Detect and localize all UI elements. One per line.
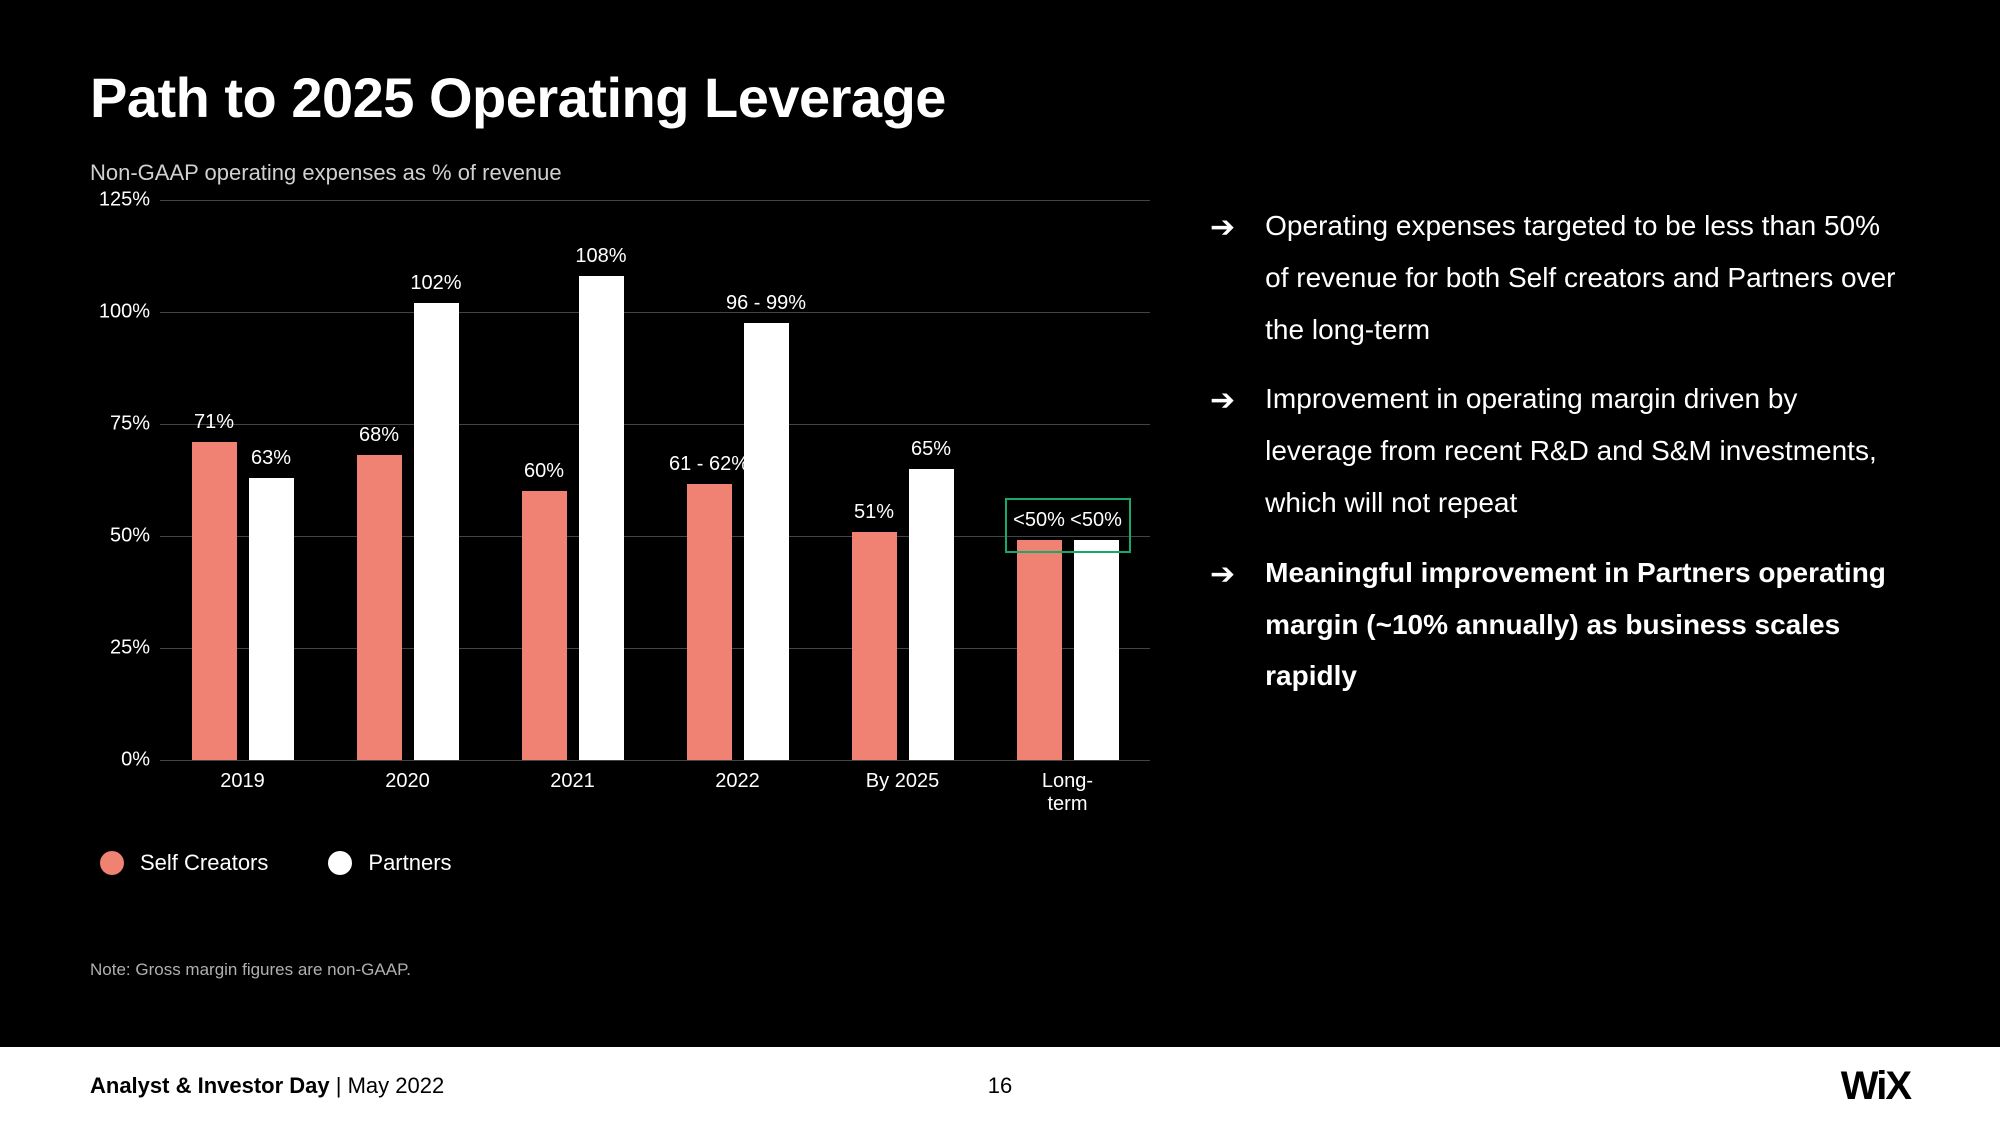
- bar: [1017, 540, 1062, 760]
- chart-subtitle: Non-GAAP operating expenses as % of reve…: [90, 160, 562, 186]
- wix-logo: WiX: [1841, 1064, 1910, 1108]
- legend-label: Partners: [368, 850, 451, 876]
- y-axis-label: 0%: [90, 749, 150, 772]
- y-axis-label: 100%: [90, 301, 150, 324]
- bar: [414, 303, 459, 760]
- bar: [249, 478, 294, 760]
- bar-value-label: <50%: [1013, 509, 1065, 532]
- footer-logo: WiX: [1841, 1064, 1910, 1109]
- bar-value-label: 102%: [410, 272, 461, 295]
- arrow-icon: ➔: [1210, 547, 1235, 702]
- y-axis-label: 125%: [90, 189, 150, 212]
- x-axis-label: 2019: [220, 770, 265, 793]
- page-title: Path to 2025 Operating Leverage: [90, 65, 946, 130]
- legend: Self Creators Partners: [100, 850, 452, 876]
- legend-dot: [328, 851, 352, 875]
- footer-left: Analyst & Investor Day | May 2022: [90, 1073, 444, 1099]
- bar: [579, 276, 624, 760]
- bullet-item: ➔Operating expenses targeted to be less …: [1210, 200, 1910, 355]
- chart-plot: 0%25%50%75%100%125%201971%63%202068%102%…: [160, 200, 1150, 760]
- bar-value-label: 108%: [575, 245, 626, 268]
- x-axis-label: Long-term: [1026, 770, 1109, 816]
- gridline: [160, 312, 1150, 313]
- bar: [909, 469, 954, 760]
- x-axis-label: 2022: [715, 770, 760, 793]
- bullet-item: ➔Improvement in operating margin driven …: [1210, 373, 1910, 528]
- y-axis-label: 50%: [90, 525, 150, 548]
- bar-value-label: 51%: [854, 501, 894, 524]
- footer: Analyst & Investor Day | May 2022 16 WiX: [0, 1047, 2000, 1125]
- bar-value-label: 63%: [251, 447, 291, 470]
- x-axis-label: By 2025: [866, 770, 939, 793]
- bar-value-label: 96 - 99%: [726, 292, 806, 315]
- x-axis-label: 2021: [550, 770, 595, 793]
- bullet-list: ➔Operating expenses targeted to be less …: [1210, 200, 1910, 720]
- bar: [192, 442, 237, 760]
- arrow-icon: ➔: [1210, 200, 1235, 355]
- legend-dot: [100, 851, 124, 875]
- bar: [357, 455, 402, 760]
- gridline: [160, 424, 1150, 425]
- x-axis-label: 2020: [385, 770, 430, 793]
- footnote: Note: Gross margin figures are non-GAAP.: [90, 960, 411, 980]
- footer-date: | May 2022: [330, 1073, 445, 1098]
- page-number: 16: [988, 1073, 1012, 1099]
- bar: [522, 491, 567, 760]
- gridline: [160, 200, 1150, 201]
- footer-title: Analyst & Investor Day: [90, 1073, 330, 1098]
- legend-item: Self Creators: [100, 850, 268, 876]
- bullet-text: Meaningful improvement in Partners opera…: [1265, 547, 1910, 702]
- slide: Path to 2025 Operating Leverage Non-GAAP…: [0, 0, 2000, 1125]
- bullet-text: Operating expenses targeted to be less t…: [1265, 200, 1910, 355]
- arrow-icon: ➔: [1210, 373, 1235, 528]
- bar-value-label: 61 - 62%: [669, 453, 749, 476]
- bar: [852, 532, 897, 760]
- bar: [687, 484, 732, 760]
- bar-value-label: 60%: [524, 460, 564, 483]
- bar-value-label: 65%: [911, 438, 951, 461]
- bar-value-label: 71%: [194, 411, 234, 434]
- gridline: [160, 648, 1150, 649]
- bar: [1074, 540, 1119, 760]
- bullet-item: ➔Meaningful improvement in Partners oper…: [1210, 547, 1910, 702]
- gridline: [160, 760, 1150, 761]
- bar-value-label: 68%: [359, 424, 399, 447]
- gridline: [160, 536, 1150, 537]
- bar: [744, 323, 789, 760]
- chart: 0%25%50%75%100%125%201971%63%202068%102%…: [90, 200, 1150, 820]
- legend-item: Partners: [328, 850, 451, 876]
- bar-value-label: <50%: [1070, 509, 1122, 532]
- legend-label: Self Creators: [140, 850, 268, 876]
- y-axis-label: 75%: [90, 413, 150, 436]
- y-axis-label: 25%: [90, 637, 150, 660]
- bullet-text: Improvement in operating margin driven b…: [1265, 373, 1910, 528]
